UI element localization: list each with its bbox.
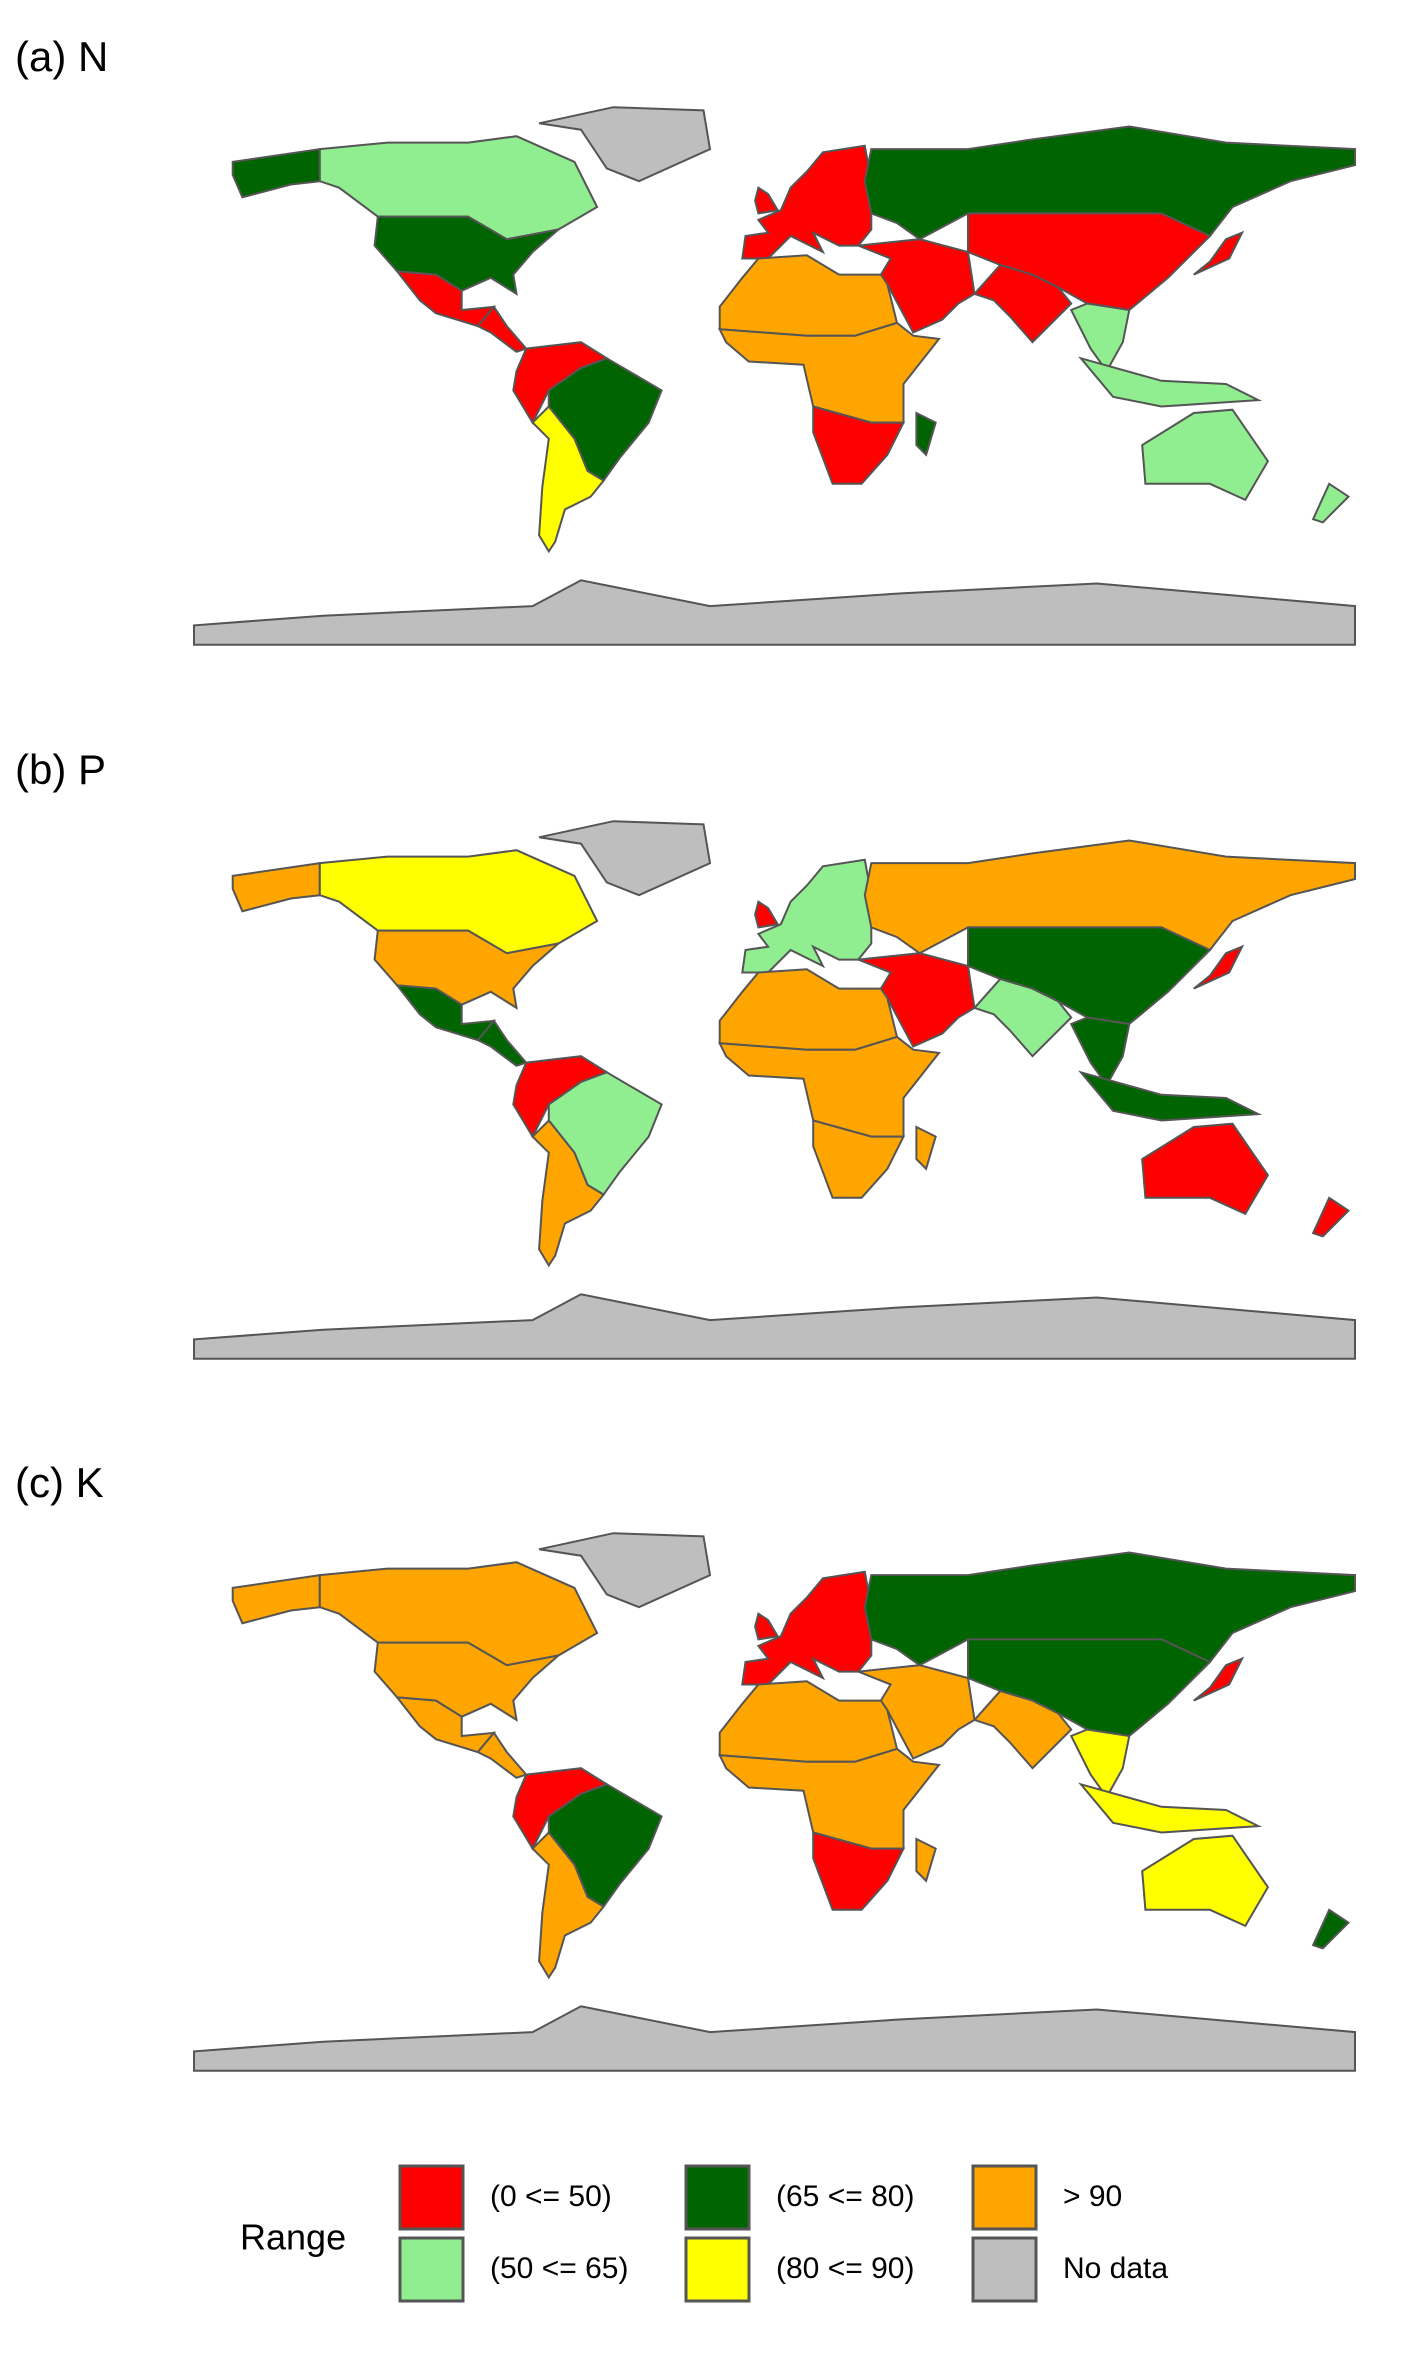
country-region: [1069, 302, 1131, 373]
country-region: [812, 405, 906, 485]
country-region: [1078, 356, 1263, 408]
world-map: [193, 106, 1356, 646]
legend-label: > 90: [1063, 2180, 1122, 2213]
country-region: [531, 1119, 606, 1268]
country-region: [1311, 1196, 1351, 1238]
country-region: [1311, 482, 1351, 524]
country-region: [1069, 1016, 1131, 1087]
country-region: [718, 1680, 899, 1763]
country-region: [863, 839, 1356, 955]
country-region: [857, 952, 976, 1048]
country-region: [1193, 944, 1245, 990]
country-region: [718, 254, 899, 337]
country-region: [538, 106, 712, 183]
country-region: [1069, 1728, 1131, 1799]
country-region: [812, 1831, 906, 1911]
country-region: [915, 1837, 937, 1883]
country-region: [1141, 1834, 1270, 1928]
legend-swatch: [684, 2164, 751, 2231]
country-region: [538, 820, 712, 897]
country-region: [754, 900, 780, 929]
country-region: [1311, 1908, 1351, 1950]
legend-title: Range: [240, 2217, 346, 2258]
country-region: [531, 405, 606, 554]
country-region: [812, 1119, 906, 1199]
country-region: [1141, 1122, 1270, 1216]
country-region: [863, 125, 1356, 241]
legend-label: (0 <= 50): [490, 2180, 612, 2213]
country-region: [718, 321, 941, 424]
country-region: [531, 1831, 606, 1980]
legend-swatch: [684, 2236, 751, 2303]
legend-swatch: [971, 2236, 1038, 2303]
country-region: [754, 186, 780, 215]
legend-swatch: [971, 2164, 1038, 2231]
panel-title: (b) P: [15, 746, 106, 793]
country-region: [718, 1035, 941, 1138]
country-region: [754, 1612, 780, 1641]
country-region: [863, 1551, 1356, 1667]
world-map: [193, 1532, 1356, 2072]
country-region: [231, 861, 321, 913]
country-region: [538, 1532, 712, 1609]
country-region: [193, 579, 1356, 646]
panel-title: (a) N: [15, 33, 108, 80]
country-region: [718, 968, 899, 1051]
country-region: [193, 2005, 1356, 2072]
country-region: [1078, 1782, 1263, 1834]
panel-title: (c) K: [15, 1459, 104, 1506]
country-region: [1141, 408, 1270, 502]
legend-label: (50 <= 65): [490, 2252, 628, 2285]
legend-label: (80 <= 90): [776, 2252, 914, 2285]
country-region: [1193, 1656, 1245, 1702]
country-region: [915, 1125, 937, 1171]
world-map: [193, 820, 1356, 1360]
country-region: [1078, 1070, 1263, 1122]
legend-swatch: [398, 2236, 465, 2303]
country-region: [231, 1573, 321, 1625]
country-region: [857, 1664, 976, 1760]
country-region: [857, 238, 976, 334]
legend-label: (65 <= 80): [776, 2180, 914, 2213]
country-region: [718, 1747, 941, 1850]
country-region: [1193, 230, 1245, 276]
country-region: [231, 147, 321, 199]
legend-label: No data: [1063, 2252, 1168, 2285]
legend-swatch: [398, 2164, 465, 2231]
country-region: [193, 1293, 1356, 1360]
country-region: [915, 411, 937, 457]
